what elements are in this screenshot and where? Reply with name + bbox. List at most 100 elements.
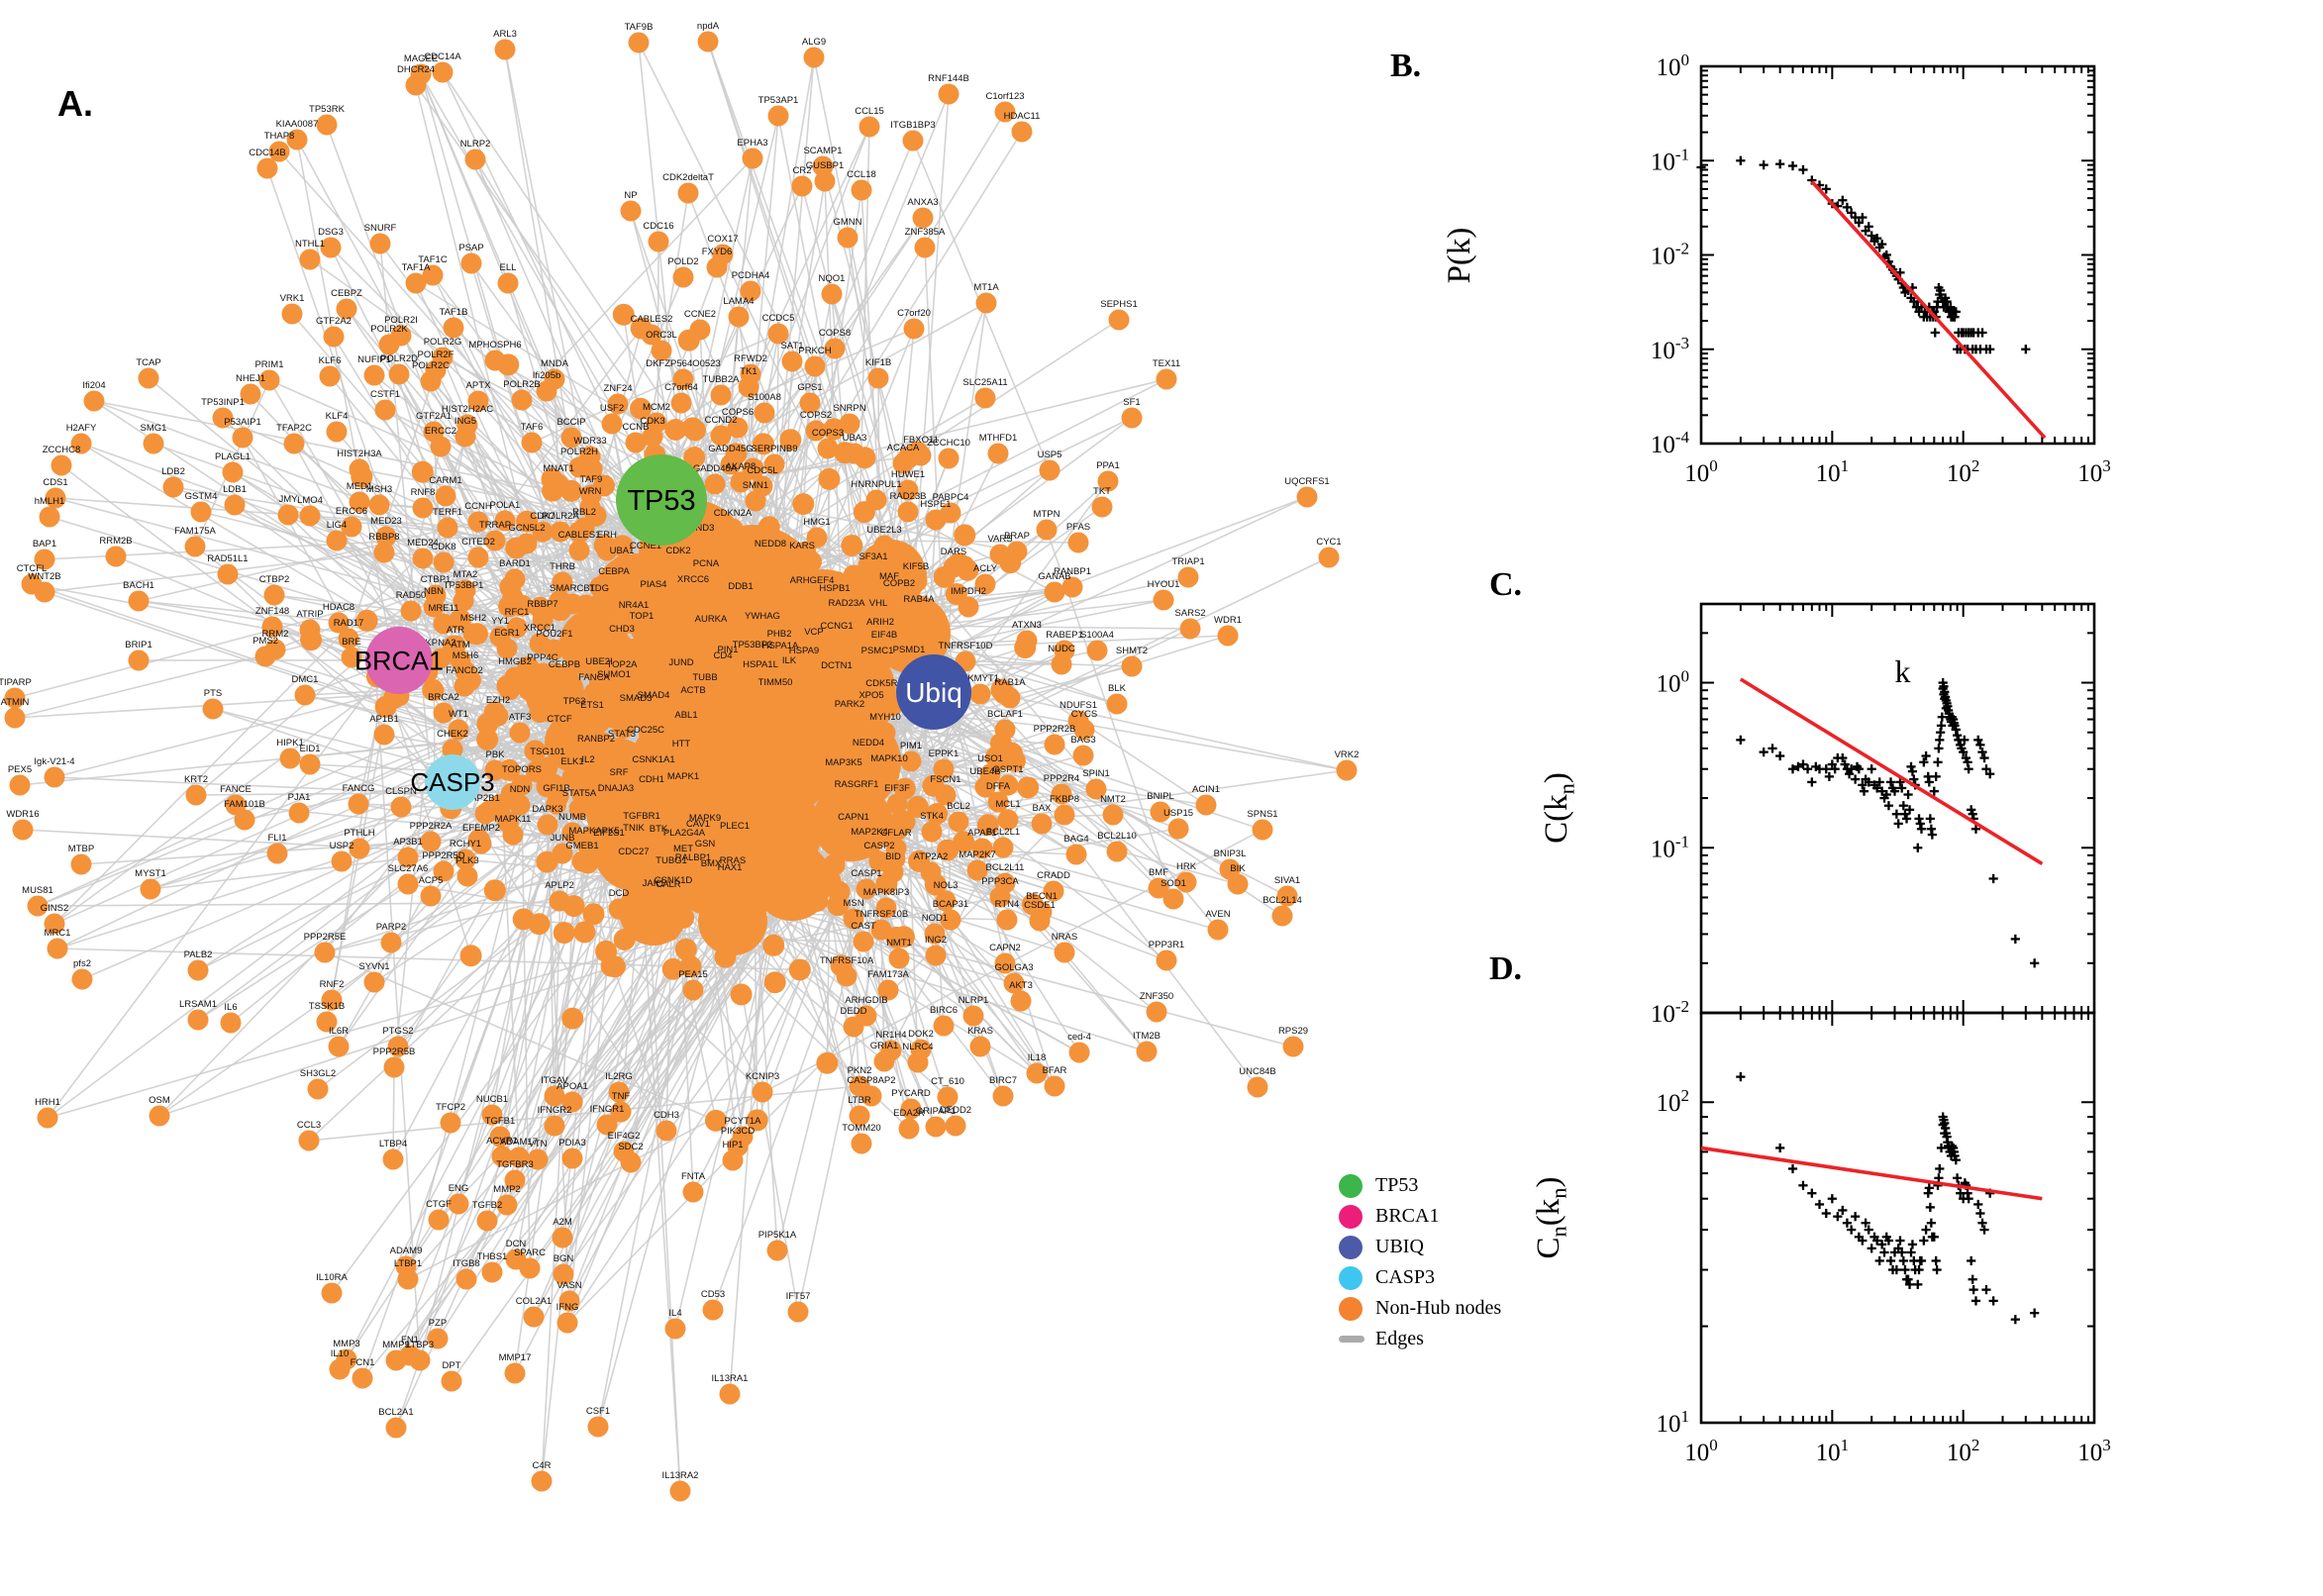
network-node-label: PMS2 <box>252 636 278 647</box>
network-node-label: PCYT1A <box>725 1116 762 1127</box>
network-node <box>766 1240 788 1261</box>
network-node <box>4 707 26 729</box>
network-node <box>641 680 663 703</box>
network-node-label: CD4 <box>713 650 732 661</box>
network-node-label: BAG4 <box>1063 834 1088 845</box>
network-node <box>1039 459 1060 481</box>
network-node-label: CYC1 <box>1316 537 1341 548</box>
legend-label-tp53: TP53 <box>1375 1174 1419 1196</box>
network-node-label: TFCP2 <box>436 1102 465 1113</box>
network-node-label: TGFBR1 <box>623 811 659 822</box>
network-node-label: COPS2 <box>800 410 832 421</box>
network-node-label: SPNS1 <box>1247 809 1277 820</box>
network-node <box>502 824 524 846</box>
network-node <box>1136 1041 1158 1062</box>
network-node-label: CDKN2A <box>714 508 753 519</box>
network-node <box>596 540 618 561</box>
network-node-label: CDK8 <box>431 542 455 552</box>
network-node-label: NOL3 <box>934 880 959 891</box>
network-node-label: MTA2 <box>454 569 478 580</box>
network-node <box>1227 873 1249 895</box>
network-node <box>924 923 946 945</box>
network-node <box>9 774 31 796</box>
network-node-label: TP53RK <box>309 104 346 115</box>
network-node <box>885 838 907 859</box>
network-node <box>664 1318 686 1340</box>
network-node <box>299 619 321 641</box>
tick-label: 10-2 <box>1651 997 1689 1028</box>
network-node-label: EZH2 <box>486 695 510 706</box>
network-node <box>722 1149 744 1171</box>
network-node-label: PPP2R2B <box>1034 724 1076 735</box>
network-node-label: PEA15 <box>678 969 708 980</box>
network-node-label: CSDE1 <box>1024 900 1056 911</box>
network-node-label: ATP2A2 <box>914 851 949 862</box>
network-node <box>187 959 209 981</box>
network-node-label: STAT3 <box>608 729 636 740</box>
network-node <box>940 909 961 931</box>
network-node <box>321 989 343 1011</box>
axis-ticks <box>1700 65 2095 445</box>
network-node <box>873 1050 895 1072</box>
network-node <box>373 542 395 563</box>
network-node <box>756 858 778 881</box>
network-node-label: ACP5 <box>419 875 444 886</box>
network-node <box>563 706 585 728</box>
network-node-label: IFNGR2 <box>538 1105 572 1116</box>
network-node-label: LDB2 <box>161 466 185 477</box>
network-node <box>405 272 427 294</box>
network-node-label: CAV1 <box>686 819 710 830</box>
network-node-label: CEBPB <box>549 659 580 670</box>
network-node <box>858 748 879 769</box>
ubiq-swatch-icon <box>1339 1235 1363 1259</box>
network-node-label: VHL <box>869 598 887 609</box>
network-node <box>1043 880 1064 902</box>
network-node <box>925 1116 947 1138</box>
network-node <box>573 921 596 944</box>
network-node <box>660 865 682 887</box>
network-node-label: CAPN2 <box>989 943 1021 953</box>
network-node-label: APOA1 <box>556 1081 588 1092</box>
network-node-label: CCL3 <box>297 1120 321 1131</box>
network-node-label: ATF3 <box>509 712 532 723</box>
network-node-label: S100A8 <box>748 392 781 403</box>
network-node <box>266 843 288 864</box>
network-node-label: TDG <box>589 583 609 594</box>
network-node-label: NQO1 <box>819 273 846 284</box>
network-node-label: ACVR1 <box>486 1136 518 1147</box>
network-node-label: GSN <box>695 839 716 849</box>
network-node-label: VARS <box>987 534 1012 545</box>
network-node <box>397 1268 419 1290</box>
network-node <box>138 367 159 389</box>
network-node-label: TAF1C <box>418 254 448 265</box>
network-node <box>742 457 764 480</box>
network-node <box>953 831 975 853</box>
network-node-label: KPNA2 <box>425 638 455 648</box>
network-node <box>643 888 664 910</box>
network-node-label: MAPKAPK5 <box>568 826 619 837</box>
network-node <box>571 850 593 872</box>
network-node <box>608 898 630 920</box>
network-node <box>836 608 858 630</box>
network-node <box>767 105 789 127</box>
network-node-label: ACLY <box>973 563 998 574</box>
network-node <box>679 955 702 978</box>
network-node <box>363 971 385 993</box>
network-node <box>814 746 837 768</box>
network-node-label: GINS2 <box>41 903 69 914</box>
network-node <box>695 568 717 590</box>
network-node <box>722 865 744 887</box>
network-node-label: BMF <box>1149 867 1168 878</box>
network-node-label: HIST2H3A <box>337 449 382 459</box>
network-node-label: POLD2 <box>667 256 698 267</box>
panel-label-d: D. <box>1489 950 1523 987</box>
network-node-label: WNT2B <box>28 571 60 582</box>
network-node-label: PTHLH <box>344 828 374 839</box>
network-node <box>862 561 884 583</box>
network-node <box>763 971 786 994</box>
network-node-label: CDK7 <box>530 511 555 522</box>
network-node <box>999 687 1021 709</box>
network-node <box>509 794 531 816</box>
network-node <box>867 367 889 389</box>
